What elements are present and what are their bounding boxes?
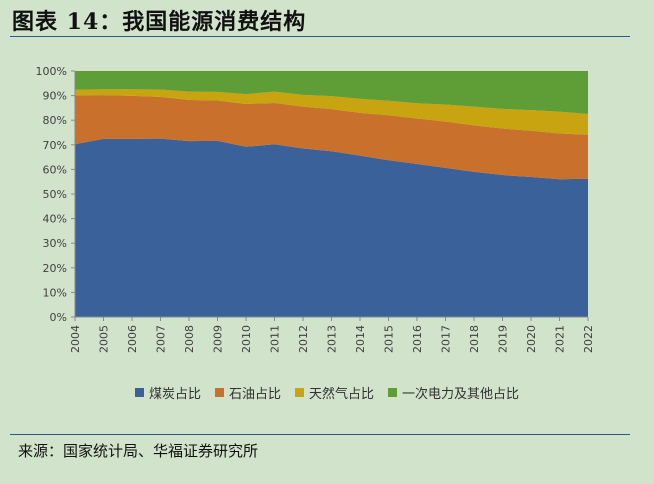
legend-swatch (388, 388, 398, 397)
y-tick-label: 0% (50, 311, 67, 324)
y-axis: 0% 10% 20% 30% 40% 50% 60% 70% 80% 90% 100% (36, 65, 76, 324)
x-tick-label: 2012 (297, 325, 310, 353)
x-tick-label: 2009 (212, 325, 225, 353)
x-tick-label: 2019 (497, 325, 510, 353)
area-series-3 (75, 71, 588, 115)
legend-swatch (214, 388, 224, 397)
x-tick-label: 2015 (383, 325, 396, 353)
y-tick-label: 70% (43, 139, 67, 152)
y-tick-label: 90% (43, 90, 67, 103)
x-tick-label: 2018 (468, 325, 481, 353)
x-tick-label: 2005 (98, 325, 111, 353)
x-tick-label: 2010 (240, 325, 253, 353)
x-tick-label: 2014 (354, 325, 367, 353)
legend-label: 石油占比 (228, 387, 281, 402)
legend-label: 天然气占比 (309, 387, 375, 402)
x-tick-label: 2017 (440, 325, 453, 353)
x-tick-label: 2020 (525, 325, 538, 353)
legend-swatch (134, 388, 144, 397)
x-tick-label: 2008 (183, 325, 196, 353)
chart-legend: 煤炭占比 石油占比 天然气占比 一次电力及其他占比 (0, 383, 654, 402)
area-series-1 (75, 95, 588, 180)
source-note: 来源：国家统计局、华福证券研究所 (18, 442, 259, 460)
y-tick-label: 100% (36, 65, 67, 78)
y-tick-label: 30% (43, 237, 67, 250)
legend-label: 煤炭占比 (148, 387, 201, 402)
legend-item-0: 煤炭占比 (134, 383, 201, 402)
legend-item-3: 一次电力及其他占比 (388, 383, 519, 402)
y-tick-label: 60% (43, 163, 67, 176)
top-divider (10, 36, 630, 37)
x-tick-label: 2016 (411, 325, 424, 353)
y-tick-label: 20% (43, 262, 67, 275)
area-series-0 (75, 138, 588, 317)
legend-item-1: 石油占比 (214, 383, 281, 402)
y-tick-label: 80% (43, 114, 67, 127)
y-tick-label: 10% (43, 286, 67, 299)
bottom-divider (10, 434, 630, 435)
area-series-2 (75, 89, 588, 135)
x-tick-label: 2004 (69, 325, 82, 353)
x-axis: 2004 2005 2006 2007 2008 2009 2010 2011 2012 2013… (69, 316, 595, 353)
area-layers (75, 71, 588, 317)
x-tick-label: 2011 (269, 325, 282, 353)
legend-swatch (295, 388, 304, 397)
y-tick-label: 40% (43, 213, 67, 226)
y-tick-label: 50% (43, 188, 67, 201)
legend-item-2: 天然气占比 (295, 383, 374, 402)
x-tick-label: 2021 (554, 325, 567, 353)
x-tick-label: 2013 (326, 325, 339, 353)
legend-label: 一次电力及其他占比 (402, 387, 520, 402)
figure-title: 图表 14：我国能源消费结构 (12, 9, 307, 35)
x-tick-label: 2022 (582, 325, 595, 353)
x-tick-label: 2006 (126, 325, 139, 353)
x-tick-label: 2007 (155, 325, 168, 353)
